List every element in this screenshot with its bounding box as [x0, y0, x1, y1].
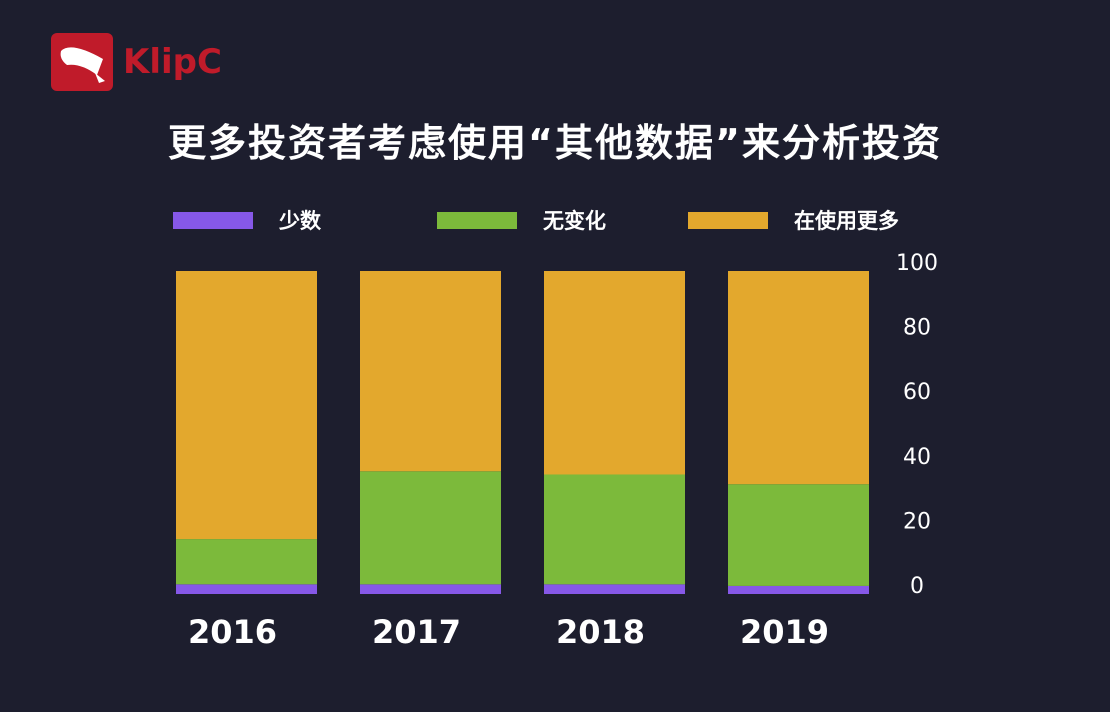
- y-tick-label: 100: [896, 251, 938, 276]
- logo-icon: [51, 33, 113, 91]
- y-tick-label: 20: [903, 509, 931, 534]
- chart-title: 更多投资者考虑使用“其他数据”来分析投资: [168, 121, 942, 165]
- x-tick-label: 2019: [740, 613, 829, 651]
- bar-segment-2017-2: [360, 271, 501, 472]
- bar-segment-2016-0: [176, 584, 317, 594]
- legend-label: 少数: [279, 209, 321, 233]
- bar-segment-2019-1: [728, 484, 869, 586]
- legend-label: 在使用更多: [794, 209, 899, 233]
- bar-segment-2018-0: [544, 584, 685, 594]
- brand-logo: KlipC: [51, 33, 222, 91]
- legend-swatch: [437, 211, 517, 229]
- legend-swatch: [173, 211, 253, 229]
- bar-segment-2017-0: [360, 584, 501, 594]
- bar-segment-2018-1: [544, 474, 685, 585]
- bar-segment-2019-0: [728, 585, 869, 594]
- y-tick-label: 0: [910, 574, 924, 599]
- y-tick-label: 40: [903, 445, 931, 470]
- x-tick-label: 2016: [188, 613, 277, 651]
- brand-name: KlipC: [123, 42, 222, 82]
- legend-item-more: 在使用更多: [688, 205, 899, 235]
- bar-segment-2019-2: [728, 271, 869, 485]
- bar-segment-2017-1: [360, 471, 501, 585]
- y-tick-label: 60: [903, 380, 931, 405]
- bar-segment-2018-2: [544, 271, 685, 475]
- legend-swatch: [688, 211, 768, 229]
- bar-segment-2016-1: [176, 539, 317, 585]
- x-tick-label: 2018: [556, 613, 645, 651]
- bar-segment-2016-2: [176, 271, 317, 540]
- legend-item-no-change: 无变化: [437, 205, 606, 235]
- legend-item-few: 少数: [173, 205, 321, 235]
- x-tick-label: 2017: [372, 613, 461, 651]
- y-tick-label: 80: [903, 316, 931, 341]
- legend-label: 无变化: [543, 209, 606, 233]
